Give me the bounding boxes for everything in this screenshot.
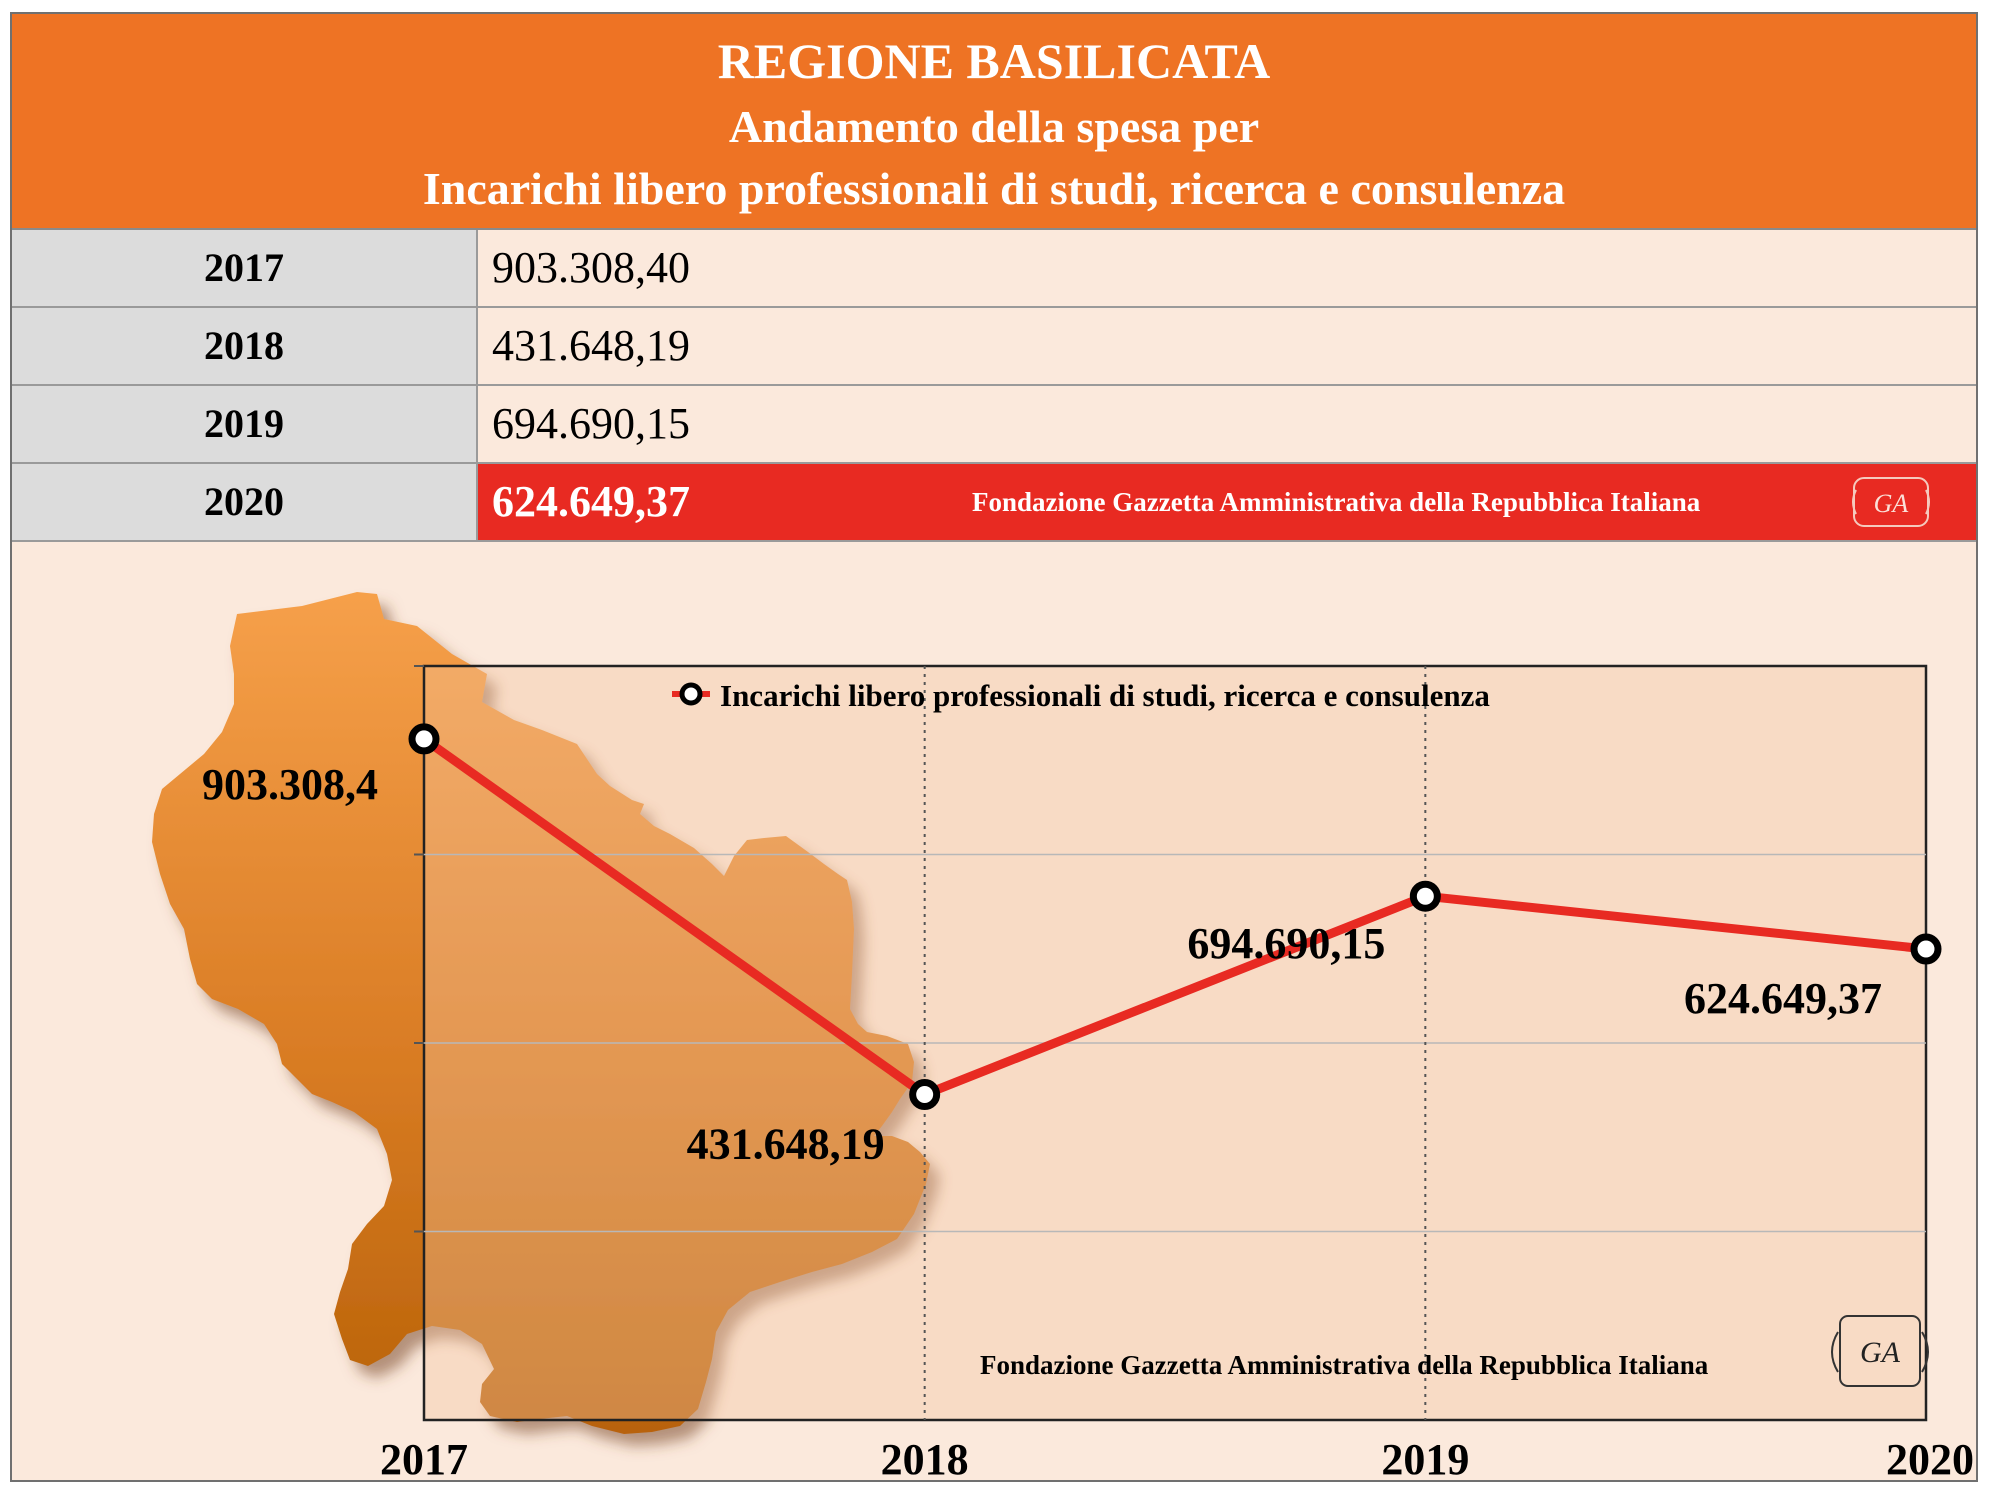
- header-banner: REGIONE BASILICATA Andamento della spesa…: [12, 14, 1976, 230]
- chart-credit: Fondazione Gazzetta Amministrativa della…: [980, 1350, 1709, 1380]
- ga-logo-icon: GA: [1852, 477, 1930, 527]
- data-label: 624.649,37: [1684, 974, 1882, 1023]
- year-cell: 2017: [12, 230, 478, 306]
- data-label: 903.308,4: [202, 760, 378, 809]
- table-row: 2019 694.690,15: [12, 386, 1976, 464]
- table-row: 2018 431.648,19: [12, 308, 1976, 386]
- x-tick-label: 2017: [380, 1435, 468, 1480]
- legend-marker: [679, 682, 703, 706]
- line-chart: Incarichi libero professionali di studi,…: [152, 592, 1974, 1480]
- x-axis-labels: 2017 2018 2019 2020: [380, 1435, 1974, 1480]
- x-tick-label: 2019: [1381, 1435, 1469, 1480]
- logo-text: GA: [1874, 489, 1909, 518]
- x-tick-label: 2020: [1886, 1435, 1974, 1480]
- value-cell: 694.690,15: [478, 386, 1976, 462]
- data-point: [1910, 933, 1942, 965]
- value-cell: 431.648,19: [478, 308, 1976, 384]
- logo-flourish: [1831, 1331, 1929, 1373]
- table-row: 2017 903.308,40: [12, 230, 1976, 308]
- logo-text: GA: [1860, 1336, 1901, 1369]
- category-title: Incarichi libero professionali di studi,…: [422, 163, 1566, 214]
- ga-logo-bottom: GA: [1831, 1315, 1929, 1387]
- logo-frame: [1839, 1315, 1921, 1387]
- data-point: [1409, 880, 1441, 912]
- data-point: [408, 723, 440, 755]
- legend: Incarichi libero professionali di studi,…: [672, 678, 1490, 713]
- year-cell: 2018: [12, 308, 478, 384]
- year-cell: 2020: [12, 464, 478, 540]
- table-row-highlight: 2020 624.649,37 Fondazione Gazzetta Ammi…: [12, 464, 1976, 542]
- value-cell: 903.308,40: [478, 230, 1976, 306]
- legend-label: Incarichi libero professionali di studi,…: [720, 678, 1490, 713]
- data-point: [909, 1079, 941, 1111]
- grid-lines: [424, 666, 1926, 1420]
- year-cell: 2019: [12, 386, 478, 462]
- value-cell: 624.649,37: [478, 464, 1976, 540]
- data-label: 694.690,15: [1187, 919, 1385, 968]
- infographic-frame: REGIONE BASILICATA Andamento della spesa…: [10, 12, 1978, 1482]
- x-tick-label: 2018: [881, 1435, 969, 1480]
- series-line: [421, 735, 1927, 1100]
- series-group: 903.308,4 431.648,19 694.690,15 624.649,37: [202, 723, 1942, 1169]
- data-label: 431.648,19: [687, 1120, 885, 1169]
- region-title: REGIONE BASILICATA: [717, 33, 1271, 89]
- y-ticks: [414, 665, 424, 1233]
- table-credit: Fondazione Gazzetta Amministrativa della…: [972, 487, 1701, 517]
- subtitle: Andamento della spesa per: [728, 101, 1260, 152]
- basilicata-map-shape: [152, 592, 930, 1434]
